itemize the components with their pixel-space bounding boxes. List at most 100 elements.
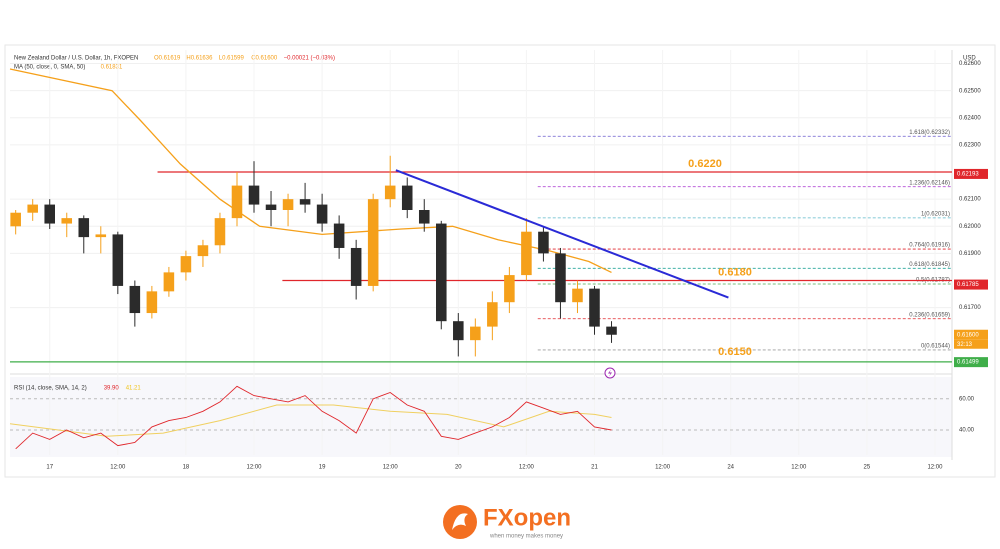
candle-body — [163, 272, 175, 292]
y-tick-label: 0.62100 — [959, 197, 981, 203]
x-tick-label: 12:00 — [519, 465, 535, 471]
level-label: 0.6220 — [688, 158, 722, 170]
y-tick-label: 0.62300 — [959, 142, 981, 148]
ohlc-readout: C0.61600 — [251, 56, 278, 62]
currency: USD — [963, 56, 976, 62]
ma-line — [9, 68, 612, 273]
x-tick-label: 12:00 — [927, 465, 943, 471]
fib-label: 1.236(0.62146) — [909, 180, 950, 186]
countdown: 32:13 — [957, 342, 973, 348]
ohlc-readout: O0.61619 — [154, 56, 181, 62]
y-tick-label: 0.62500 — [959, 88, 981, 94]
candle-body — [231, 185, 243, 219]
candle-body — [384, 185, 396, 200]
ma-reading: 0.61831 — [101, 65, 123, 71]
candle-body — [214, 218, 226, 246]
candle-body — [470, 326, 481, 341]
ohlc-readout: L0.61599 — [219, 56, 245, 62]
candle-body — [435, 223, 447, 322]
candle-body — [538, 231, 549, 254]
candle-body — [265, 204, 277, 210]
x-tick-label: 19 — [319, 465, 326, 471]
candle-body — [521, 231, 532, 276]
price-tag — [954, 329, 988, 340]
candle-body — [27, 204, 38, 213]
x-tick-label: 20 — [455, 465, 462, 471]
fib-label: 0.618(0.61845) — [909, 262, 950, 268]
y-tick-label: 0.62000 — [959, 224, 981, 230]
rsi-tick-label: 40.00 — [959, 428, 975, 434]
candle-body — [197, 245, 209, 257]
price-tag — [954, 357, 988, 368]
candle-body — [78, 218, 90, 238]
trendline — [395, 169, 729, 299]
fib-label: 1.618(0.62332) — [909, 130, 950, 136]
level-label: 0.6180 — [718, 266, 752, 278]
chart-title: New Zealand Dollar / U.S. Dollar, 1h, FX… — [14, 56, 138, 62]
rsi-tick-label: 60.00 — [959, 396, 975, 402]
level-label: 0.6150 — [718, 346, 752, 358]
candle-body — [95, 234, 107, 238]
y-tick-label: 0.61700 — [959, 305, 981, 311]
x-tick-label: 24 — [727, 465, 734, 471]
ohlc-readout: −0.00021 (−0.03%) — [284, 56, 335, 62]
x-tick-label: 18 — [183, 465, 190, 471]
rsi-name: RSI (14, close, SMA, 14, 2) — [14, 386, 87, 392]
candle-body — [248, 185, 260, 205]
candle-body — [401, 185, 413, 210]
candle-body — [367, 199, 379, 286]
fib-label: 0(0.61544) — [921, 344, 950, 350]
x-tick-label: 12:00 — [383, 465, 399, 471]
x-tick-label: 17 — [46, 465, 53, 471]
candle-body — [504, 275, 515, 303]
price-tag — [954, 279, 988, 290]
event-bolt — [608, 369, 612, 377]
candle-body — [180, 256, 192, 273]
x-tick-label: 12:00 — [655, 465, 671, 471]
y-tick-label: 0.62400 — [959, 115, 981, 121]
fib-label: 0.236(0.61659) — [909, 312, 950, 318]
x-tick-label: 25 — [864, 465, 871, 471]
price-tag-label: 0.61499 — [957, 360, 979, 366]
price-tag-label: 0.61600 — [957, 332, 979, 338]
logo: FXopen when money makes money — [443, 504, 571, 540]
fib-label: 0.764(0.61916) — [909, 243, 950, 249]
candle-body — [418, 210, 430, 224]
tagline: when money makes money — [489, 534, 563, 540]
candle-body — [333, 223, 345, 248]
price-tag — [954, 168, 988, 179]
countdown-box — [954, 339, 988, 349]
fib-label: 1(0.62031) — [921, 211, 950, 217]
rsi-reading: 39.90 — [104, 386, 120, 392]
x-tick-label: 12:00 — [791, 465, 807, 471]
ohlc-readout: H0.61636 — [186, 56, 213, 62]
rsi-line — [15, 385, 612, 450]
brand: FXopen — [483, 504, 571, 531]
x-tick-label: 12:00 — [110, 465, 126, 471]
candle-body — [299, 199, 311, 205]
x-tick-label: 12:00 — [247, 465, 263, 471]
candle-body — [61, 218, 73, 224]
price-tag-label: 0.61785 — [957, 282, 979, 288]
y-tick-label: 0.61900 — [959, 251, 981, 257]
rsi-pane — [10, 377, 952, 457]
candle-body — [316, 204, 328, 224]
candle-body — [487, 302, 498, 327]
candle-body — [350, 247, 362, 286]
logo-dragon — [452, 513, 468, 530]
candle-body — [606, 326, 617, 335]
candle-body — [146, 291, 158, 314]
rsi-sma-line — [9, 404, 612, 437]
candle-body — [589, 288, 600, 327]
candle-body — [10, 212, 21, 227]
candle-body — [129, 285, 141, 314]
rsi-reading: 41.21 — [126, 386, 142, 392]
candle-body — [555, 253, 566, 303]
candle-body — [572, 288, 583, 303]
candle-body — [44, 204, 56, 224]
price-tag-label: 0.62193 — [957, 172, 979, 178]
candle-body — [453, 321, 464, 341]
x-tick-label: 21 — [591, 465, 598, 471]
candle-body — [282, 199, 294, 210]
